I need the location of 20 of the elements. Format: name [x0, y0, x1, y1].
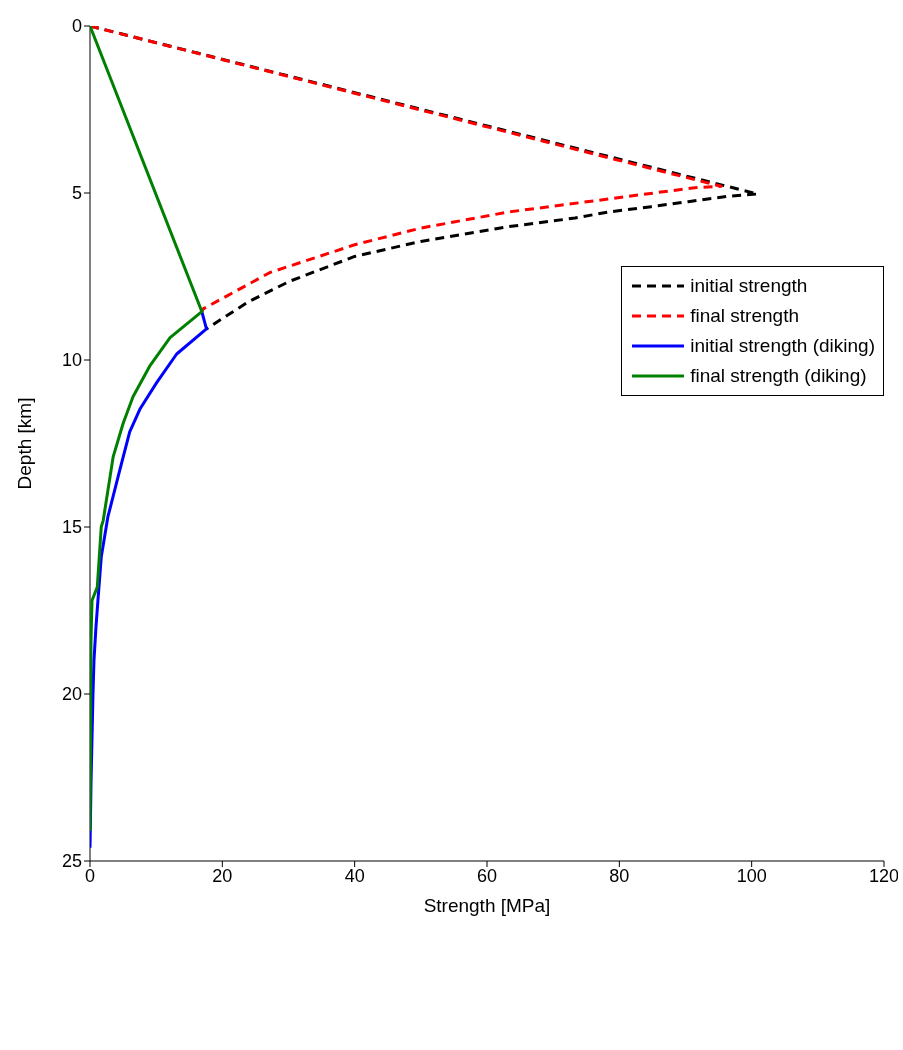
legend-label: initial strength: [690, 275, 808, 297]
x-tick-label: 40: [344, 865, 365, 886]
y-tick-label: 5: [71, 183, 82, 204]
x-tick-label: 80: [609, 865, 630, 886]
legend-label: final strength (diking): [690, 365, 867, 387]
x-tick-label: 100: [736, 865, 767, 886]
y-tick-label: 10: [61, 350, 82, 371]
y-tick-label: 15: [61, 517, 82, 538]
legend-label: final strength: [690, 305, 799, 327]
x-tick-label: 120: [868, 865, 900, 886]
line-series: [90, 26, 204, 833]
x-axis-title: Strength [MPa]: [423, 895, 551, 916]
y-tick-label: 0: [71, 16, 82, 37]
y-tick-label: 20: [61, 684, 82, 705]
legend-label: initial strength (diking): [690, 335, 875, 357]
x-tick-label: 60: [476, 865, 498, 886]
x-tick-label: 20: [212, 865, 233, 886]
x-tick-label: 0: [84, 865, 96, 886]
y-axis-title: Depth [km]: [13, 397, 35, 490]
y-tick-label: 25: [61, 851, 82, 872]
